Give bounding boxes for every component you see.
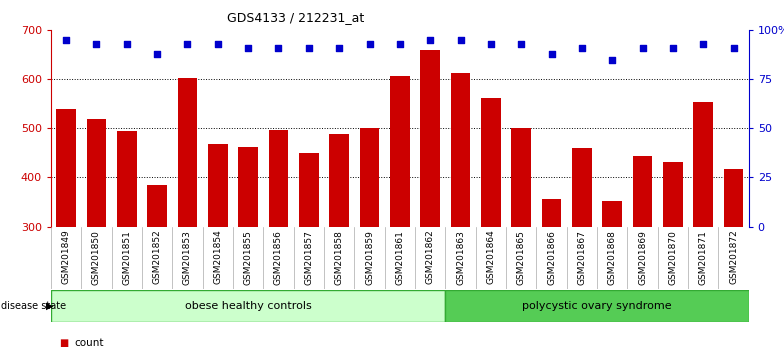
Point xyxy=(363,41,376,47)
Bar xyxy=(86,119,107,227)
Bar xyxy=(117,131,136,227)
Text: ▶: ▶ xyxy=(45,301,53,311)
Bar xyxy=(329,134,349,227)
Point xyxy=(333,45,346,51)
Text: GSM201862: GSM201862 xyxy=(426,230,434,284)
Point xyxy=(666,45,679,51)
Text: GSM201849: GSM201849 xyxy=(62,230,71,284)
Text: GSM201871: GSM201871 xyxy=(699,230,708,285)
Text: GSM201855: GSM201855 xyxy=(244,230,252,285)
Point xyxy=(151,51,163,57)
Point xyxy=(212,41,224,47)
Point xyxy=(242,45,255,51)
Bar xyxy=(147,185,167,227)
Text: GSM201856: GSM201856 xyxy=(274,230,283,285)
Point xyxy=(424,37,437,43)
Point xyxy=(272,45,285,51)
Point xyxy=(515,41,528,47)
Bar xyxy=(451,73,470,227)
Text: GSM201852: GSM201852 xyxy=(153,230,162,284)
Bar xyxy=(511,128,531,227)
Text: GSM201861: GSM201861 xyxy=(395,230,405,285)
Text: GSM201851: GSM201851 xyxy=(122,230,131,285)
Point xyxy=(60,37,72,43)
Bar xyxy=(445,290,749,322)
Text: GSM201858: GSM201858 xyxy=(335,230,343,285)
Bar xyxy=(51,290,445,322)
Point xyxy=(697,41,710,47)
Point xyxy=(394,41,406,47)
Point xyxy=(728,45,740,51)
Bar xyxy=(542,199,561,227)
Text: GSM201868: GSM201868 xyxy=(608,230,617,285)
Bar xyxy=(208,144,227,227)
Bar xyxy=(56,109,76,227)
Text: GSM201872: GSM201872 xyxy=(729,230,738,284)
Text: GSM201869: GSM201869 xyxy=(638,230,647,285)
Bar xyxy=(481,98,501,227)
Point xyxy=(454,37,466,43)
Bar xyxy=(633,156,652,227)
Text: GSM201865: GSM201865 xyxy=(517,230,526,285)
Text: GDS4133 / 212231_at: GDS4133 / 212231_at xyxy=(227,11,364,24)
Text: GSM201854: GSM201854 xyxy=(213,230,223,284)
Point xyxy=(121,41,133,47)
Bar xyxy=(663,162,683,227)
Text: ■: ■ xyxy=(59,338,68,348)
Bar xyxy=(238,147,258,227)
Point xyxy=(637,45,649,51)
Text: GSM201867: GSM201867 xyxy=(577,230,586,285)
Point xyxy=(545,51,557,57)
Bar xyxy=(178,78,198,227)
Point xyxy=(575,45,588,51)
Bar xyxy=(602,201,622,227)
Bar xyxy=(420,50,440,227)
Text: GSM201870: GSM201870 xyxy=(669,230,677,285)
Bar xyxy=(390,76,410,227)
Point xyxy=(181,41,194,47)
Text: GSM201857: GSM201857 xyxy=(304,230,314,285)
Text: GSM201853: GSM201853 xyxy=(183,230,192,285)
Text: GSM201864: GSM201864 xyxy=(486,230,495,284)
Bar xyxy=(269,130,289,227)
Point xyxy=(303,45,315,51)
Bar xyxy=(360,128,379,227)
Text: GSM201859: GSM201859 xyxy=(365,230,374,285)
Point xyxy=(606,57,619,62)
Bar xyxy=(572,148,592,227)
Point xyxy=(485,41,497,47)
Bar xyxy=(724,169,743,227)
Bar xyxy=(299,153,318,227)
Text: count: count xyxy=(74,338,104,348)
Text: obese healthy controls: obese healthy controls xyxy=(185,301,311,311)
Text: GSM201850: GSM201850 xyxy=(92,230,101,285)
Bar xyxy=(693,102,713,227)
Text: GSM201866: GSM201866 xyxy=(547,230,556,285)
Text: polycystic ovary syndrome: polycystic ovary syndrome xyxy=(522,301,672,311)
Text: GSM201863: GSM201863 xyxy=(456,230,465,285)
Text: disease state: disease state xyxy=(1,301,69,311)
Point xyxy=(90,41,103,47)
